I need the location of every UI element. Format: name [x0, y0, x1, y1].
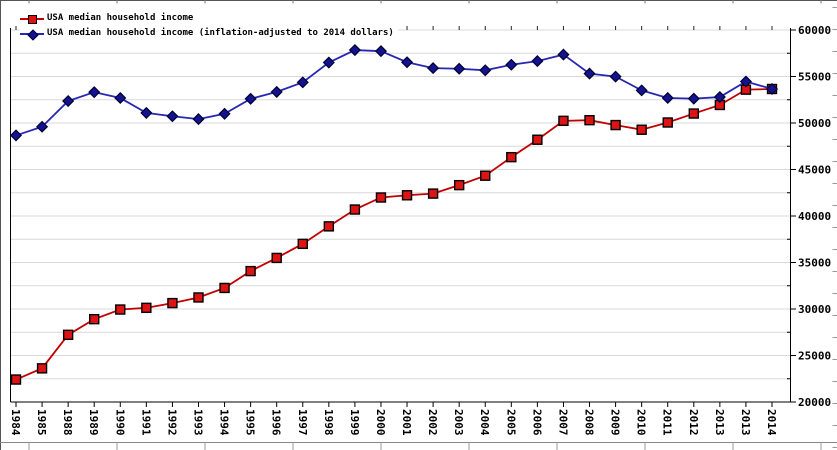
svg-text:30000: 30000 [798, 303, 831, 316]
svg-text:2005: 2005 [504, 409, 517, 436]
red-square-marker-icon [20, 13, 44, 24]
svg-text:20000: 20000 [798, 396, 831, 409]
svg-text:1988: 1988 [61, 409, 74, 436]
svg-text:1989: 1989 [87, 409, 100, 436]
svg-text:1999: 1999 [348, 409, 361, 436]
blue-diamond-marker-icon [20, 28, 44, 41]
svg-text:2011: 2011 [661, 409, 674, 436]
svg-text:35000: 35000 [798, 257, 831, 270]
svg-text:2007: 2007 [556, 409, 569, 436]
svg-text:2013: 2013 [739, 409, 752, 436]
svg-text:1985: 1985 [35, 409, 48, 436]
svg-text:2000: 2000 [374, 409, 387, 436]
chart-legend: USA median household income USA median h… [20, 11, 398, 41]
svg-text:60000: 60000 [798, 24, 831, 37]
legend-item-nominal: USA median household income [20, 11, 394, 26]
legend-item-real: USA median household income (inflation-a… [20, 26, 394, 41]
svg-text:2002: 2002 [426, 409, 439, 436]
svg-text:2006: 2006 [530, 409, 543, 436]
svg-text:1994: 1994 [218, 409, 231, 436]
svg-text:2012: 2012 [687, 409, 700, 436]
svg-text:55000: 55000 [798, 71, 831, 84]
svg-text:1991: 1991 [139, 409, 152, 436]
svg-text:1984: 1984 [9, 409, 22, 436]
svg-text:1992: 1992 [165, 409, 178, 436]
svg-text:40000: 40000 [798, 210, 831, 223]
svg-text:25000: 25000 [798, 350, 831, 363]
svg-text:2009: 2009 [609, 409, 622, 436]
svg-text:2008: 2008 [583, 409, 596, 436]
svg-text:2010: 2010 [635, 409, 648, 436]
svg-text:2003: 2003 [452, 409, 465, 436]
svg-text:2001: 2001 [400, 409, 413, 436]
svg-text:1995: 1995 [244, 409, 257, 436]
svg-text:2014: 2014 [765, 409, 778, 436]
legend-label-real: USA median household income (inflation-a… [47, 28, 394, 38]
svg-text:1998: 1998 [322, 409, 335, 436]
svg-text:1990: 1990 [113, 409, 126, 436]
svg-text:1996: 1996 [270, 409, 283, 436]
svg-text:50000: 50000 [798, 117, 831, 130]
svg-text:45000: 45000 [798, 164, 831, 177]
svg-text:1997: 1997 [296, 409, 309, 436]
legend-label-nominal: USA median household income [47, 13, 194, 23]
svg-text:2013: 2013 [713, 409, 726, 436]
svg-text:1993: 1993 [191, 409, 204, 436]
svg-text:2004: 2004 [478, 409, 491, 436]
